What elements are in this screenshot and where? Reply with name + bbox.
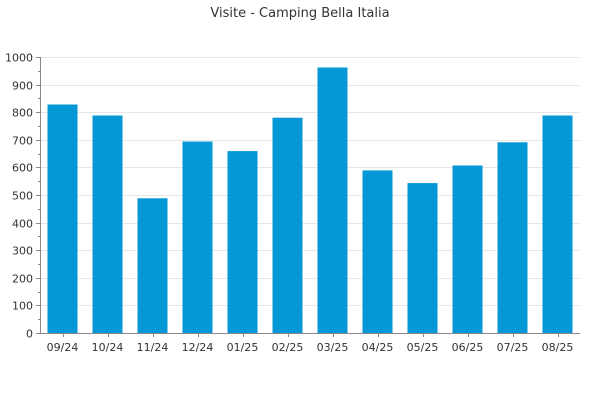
y-tick-label: 400 bbox=[12, 218, 33, 231]
bar-06-25 bbox=[452, 165, 483, 333]
y-tick-label: 800 bbox=[12, 107, 33, 120]
bar-12-24 bbox=[182, 141, 213, 333]
x-tick-label: 03/25 bbox=[317, 341, 349, 354]
y-tick-label: 700 bbox=[12, 135, 33, 148]
bar-09-24 bbox=[47, 104, 78, 333]
y-tick-label: 200 bbox=[12, 273, 33, 286]
y-tick-label: 100 bbox=[12, 300, 33, 313]
bar-10-24 bbox=[92, 115, 123, 333]
x-tick-label: 04/25 bbox=[362, 341, 394, 354]
grid-lines bbox=[40, 57, 580, 306]
bar-03-25 bbox=[317, 67, 348, 333]
x-tick-label: 02/25 bbox=[272, 341, 304, 354]
y-tick-label: 1000 bbox=[5, 52, 33, 65]
bar-04-25 bbox=[362, 170, 393, 333]
x-tick-label: 06/25 bbox=[452, 341, 484, 354]
bar-01-25 bbox=[227, 151, 258, 333]
x-tick-label: 09/24 bbox=[47, 341, 79, 354]
y-axis-ticks: 0 100 200 300 400 500 600 700 800 900 1000 bbox=[5, 52, 40, 341]
axes bbox=[40, 57, 580, 334]
bar-07-25 bbox=[497, 142, 528, 333]
bars bbox=[47, 67, 573, 333]
chart-title: Visite - Camping Bella Italia bbox=[210, 6, 389, 21]
bar-02-25 bbox=[272, 117, 303, 333]
x-axis-ticks: 09/24 10/24 11/24 12/24 01/25 02/25 03/25 04/25… bbox=[47, 333, 574, 354]
y-tick-label: 500 bbox=[12, 190, 33, 203]
y-tick-label: 900 bbox=[12, 80, 33, 93]
x-tick-label: 01/25 bbox=[227, 341, 259, 354]
bar-08-25 bbox=[542, 115, 573, 333]
y-tick-label: 600 bbox=[12, 162, 33, 175]
y-tick-label: 0 bbox=[26, 328, 33, 341]
bar-05-25 bbox=[407, 183, 438, 333]
x-tick-label: 10/24 bbox=[92, 341, 124, 354]
x-tick-label: 12/24 bbox=[182, 341, 214, 354]
x-tick-label: 05/25 bbox=[407, 341, 439, 354]
bar-11-24 bbox=[137, 198, 168, 333]
x-tick-label: 11/24 bbox=[137, 341, 169, 354]
x-tick-label: 07/25 bbox=[497, 341, 529, 354]
x-tick-label: 08/25 bbox=[542, 341, 574, 354]
y-tick-label: 300 bbox=[12, 245, 33, 258]
